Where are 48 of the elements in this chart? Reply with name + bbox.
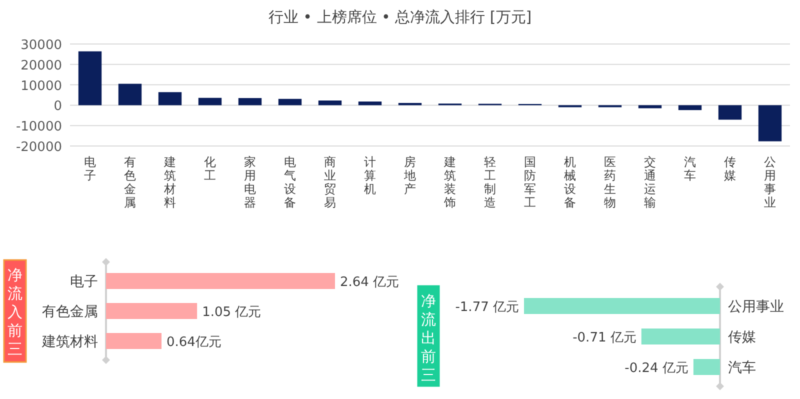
data-label: 2.64 亿元 bbox=[340, 275, 400, 290]
bar bbox=[198, 98, 222, 106]
y-tick-label: -10000 bbox=[16, 120, 62, 135]
y-tick-label: 传媒 bbox=[728, 330, 756, 346]
x-tick-label: 汽车 bbox=[684, 155, 696, 182]
y-tick-label: 0 bbox=[54, 99, 62, 114]
x-tick-label: 轻工制造 bbox=[484, 155, 496, 210]
data-label: -1.77 亿元 bbox=[455, 300, 519, 315]
x-tick-label: 家用电器 bbox=[244, 155, 256, 210]
data-label: -0.71 亿元 bbox=[572, 330, 636, 346]
y-tick-label: -20000 bbox=[16, 140, 62, 155]
bar bbox=[678, 105, 702, 110]
bar bbox=[118, 84, 142, 106]
text: 净流入前三 bbox=[8, 266, 22, 358]
x-tick-label: 电气设备 bbox=[284, 155, 296, 210]
x-tick-label: 机械设备 bbox=[564, 155, 576, 210]
x-tick-label: 国防军工 bbox=[524, 155, 536, 210]
bar bbox=[718, 105, 742, 120]
x-tick-label: 化工 bbox=[204, 155, 216, 182]
bar bbox=[238, 98, 262, 106]
y-tick-label: 汽车 bbox=[728, 360, 756, 376]
chart-title: 行业 • 上榜席位 • 总净流入排行 [万元] bbox=[268, 8, 532, 26]
bar bbox=[358, 102, 382, 106]
text: 净流出前三 bbox=[421, 292, 436, 384]
data-label: 1.05 亿元 bbox=[202, 305, 262, 320]
x-tick-label: 有色金属 bbox=[124, 155, 136, 210]
x-tick-label: 建筑装饰 bbox=[443, 155, 456, 210]
y-tick-label: 10000 bbox=[20, 78, 62, 94]
x-tick-label: 计算机 bbox=[364, 155, 376, 196]
bar bbox=[758, 105, 782, 142]
x-tick-label: 商业贸易 bbox=[324, 155, 336, 210]
x-tick-label: 交通运输 bbox=[644, 155, 656, 210]
x-tick-label: 建筑材料 bbox=[163, 155, 176, 210]
y-tick-label: 电子 bbox=[70, 274, 98, 290]
x-tick-label: 房地产 bbox=[403, 155, 416, 196]
bar bbox=[278, 98, 302, 106]
y-tick-label: 公用事业 bbox=[728, 299, 784, 315]
data-label: -0.24 亿元 bbox=[624, 361, 688, 376]
y-tick-label: 30000 bbox=[20, 38, 62, 53]
bar bbox=[78, 51, 102, 106]
y-tick-label: 20000 bbox=[20, 58, 62, 74]
bar bbox=[158, 92, 182, 106]
bar bbox=[318, 100, 342, 106]
y-tick-label: 建筑材料 bbox=[41, 334, 98, 350]
x-tick-label: 医药生物 bbox=[604, 155, 616, 210]
bar bbox=[638, 105, 662, 108]
y-tick-label: 有色金属 bbox=[42, 304, 98, 320]
data-label: 0.64亿元 bbox=[166, 335, 222, 350]
